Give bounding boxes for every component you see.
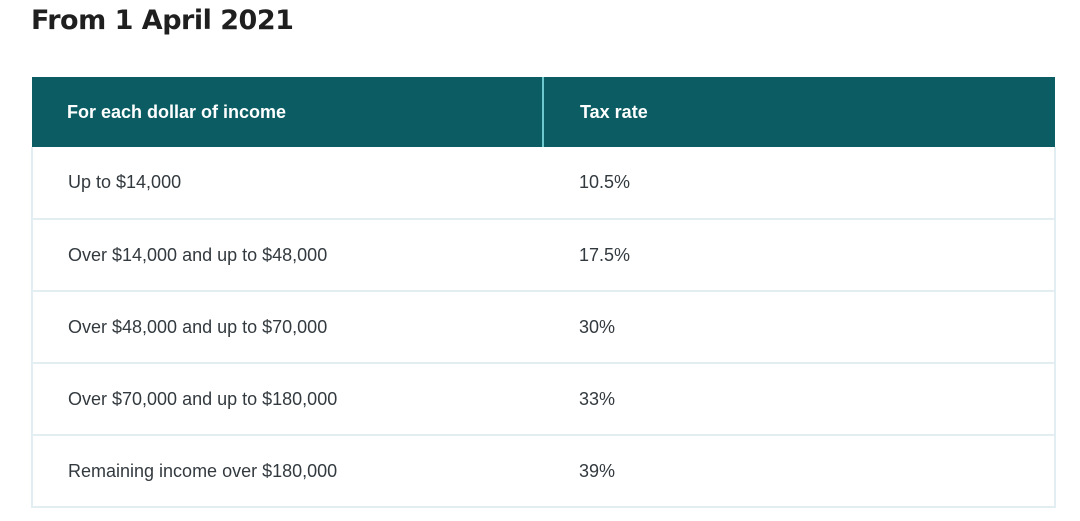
table-row: Remaining income over $180,000 39%	[31, 435, 1056, 508]
table-row: Up to $14,000 10.5%	[31, 147, 1056, 220]
income-band-cell: Up to $14,000	[31, 147, 543, 220]
income-band-cell: Over $70,000 and up to $180,000	[31, 363, 543, 436]
table-row: Over $70,000 and up to $180,000 33%	[31, 363, 1056, 436]
column-header-tax-rate: Tax rate	[543, 77, 1055, 147]
income-band-cell: Over $48,000 and up to $70,000	[31, 291, 543, 364]
table-row: Over $14,000 and up to $48,000 17.5%	[31, 219, 1056, 292]
page-heading: From 1 April 2021	[31, 5, 294, 36]
tax-rate-table: For each dollar of income Tax rate Up to…	[31, 77, 1056, 508]
table-header-row: For each dollar of income Tax rate	[32, 77, 1055, 147]
table-row: Over $48,000 and up to $70,000 30%	[31, 291, 1056, 364]
column-header-income: For each dollar of income	[32, 77, 544, 147]
tax-rate-cell: 33%	[543, 363, 1056, 436]
tax-rate-cell: 30%	[543, 291, 1056, 364]
tax-rate-cell: 10.5%	[543, 147, 1056, 220]
table-header: For each dollar of income Tax rate	[32, 77, 1055, 147]
table-body: Up to $14,000 10.5% Over $14,000 and up …	[31, 147, 1056, 508]
income-band-cell: Remaining income over $180,000	[31, 435, 543, 508]
tax-rate-cell: 17.5%	[543, 219, 1056, 292]
tax-rate-cell: 39%	[543, 435, 1056, 508]
income-band-cell: Over $14,000 and up to $48,000	[31, 219, 543, 292]
